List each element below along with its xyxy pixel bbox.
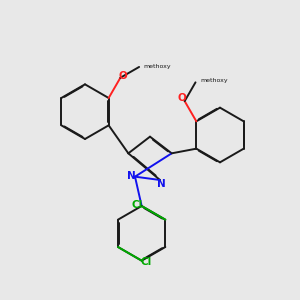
Text: O: O — [118, 71, 127, 81]
Text: Cl: Cl — [132, 200, 143, 210]
Text: N: N — [127, 171, 135, 181]
Text: Cl: Cl — [140, 257, 152, 267]
Text: methoxy: methoxy — [143, 64, 171, 70]
Text: methoxy: methoxy — [200, 78, 228, 83]
Text: O: O — [178, 94, 186, 103]
Text: N: N — [157, 179, 166, 189]
